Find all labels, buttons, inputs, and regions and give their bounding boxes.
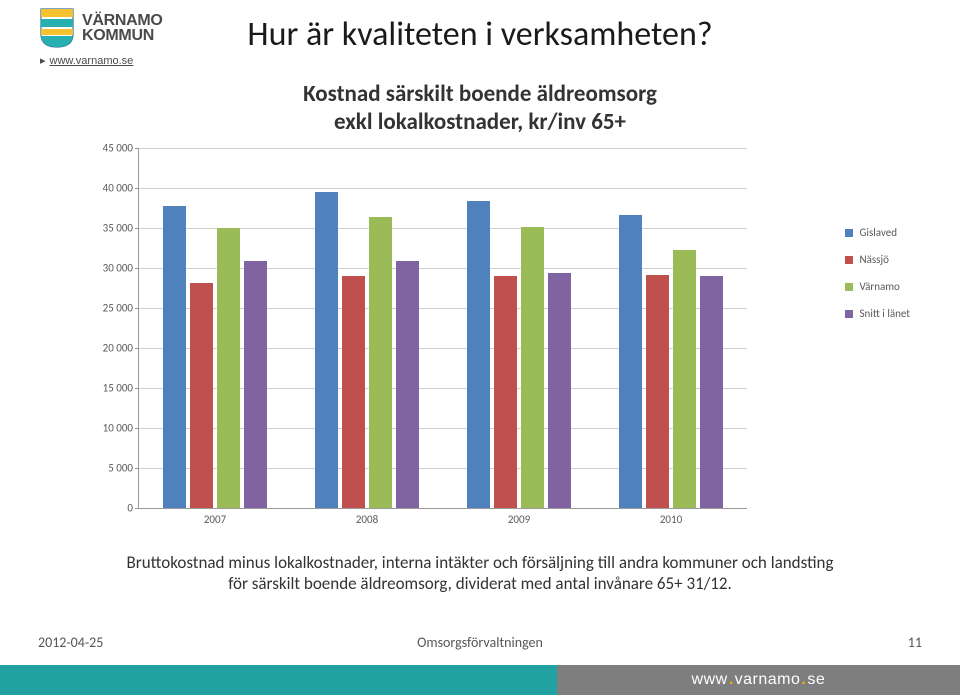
x-axis-label: 2010 — [595, 513, 747, 526]
y-axis-label: 10 000 — [87, 422, 133, 435]
legend-label: Värnamo — [859, 280, 899, 293]
legend-swatch — [845, 310, 853, 318]
y-axis-label: 0 — [87, 502, 133, 515]
bar — [494, 276, 517, 508]
legend-swatch — [845, 283, 853, 291]
bar — [619, 215, 642, 508]
bar — [190, 283, 213, 508]
footer-department: Omsorgsförvaltningen — [0, 634, 960, 651]
bar — [521, 227, 544, 508]
bar-chart: 0 5 000 10 000 15 000 20 000 25 000 30 000 35 0… — [86, 148, 746, 548]
y-axis-label: 45 000 — [87, 142, 133, 155]
legend-label: Nässjö — [859, 253, 888, 266]
bar — [163, 206, 186, 508]
bar — [700, 276, 723, 508]
website-link[interactable]: ▸ www.varnamo.se — [40, 54, 133, 67]
footer-stripe: www.varnamo.se — [0, 665, 960, 695]
bar — [396, 261, 419, 508]
bar — [342, 276, 365, 508]
chart-caption: Bruttokostnad minus lokalkostnader, inte… — [0, 552, 960, 595]
x-axis-label: 2007 — [139, 513, 291, 526]
legend-swatch — [845, 229, 853, 237]
y-axis-label: 15 000 — [87, 382, 133, 395]
x-axis-label: 2009 — [443, 513, 595, 526]
y-axis-label: 35 000 — [87, 222, 133, 235]
arrow-icon: ▸ — [40, 54, 46, 67]
bar — [548, 273, 571, 508]
page-number: 11 — [908, 634, 922, 651]
legend-item: Nässjö — [845, 253, 910, 266]
y-axis-label: 25 000 — [87, 302, 133, 315]
footer-url: www.varnamo.se — [557, 665, 960, 695]
x-axis-label: 2008 — [291, 513, 443, 526]
y-axis-label: 40 000 — [87, 182, 133, 195]
y-axis-label: 20 000 — [87, 342, 133, 355]
legend-label: Snitt i länet — [859, 307, 910, 320]
website-link-text: www.varnamo.se — [50, 55, 134, 67]
bar — [217, 228, 240, 508]
legend-item: Värnamo — [845, 280, 910, 293]
legend-item: Gislaved — [845, 226, 910, 239]
legend-item: Snitt i länet — [845, 307, 910, 320]
bar — [244, 261, 267, 508]
bar — [467, 201, 490, 508]
bar — [315, 192, 338, 508]
chart-title: Kostnad särskilt boende äldreomsorg exkl… — [0, 80, 960, 136]
bar — [369, 217, 392, 508]
legend-label: Gislaved — [859, 226, 897, 239]
slide-title: Hur är kvaliteten i verksamheten? — [0, 14, 960, 55]
legend-swatch — [845, 256, 853, 264]
y-axis-label: 5 000 — [87, 462, 133, 475]
y-axis-label: 30 000 — [87, 262, 133, 275]
bar — [673, 250, 696, 508]
bar — [646, 275, 669, 508]
chart-legend: Gislaved Nässjö Värnamo Snitt i länet — [845, 226, 910, 334]
